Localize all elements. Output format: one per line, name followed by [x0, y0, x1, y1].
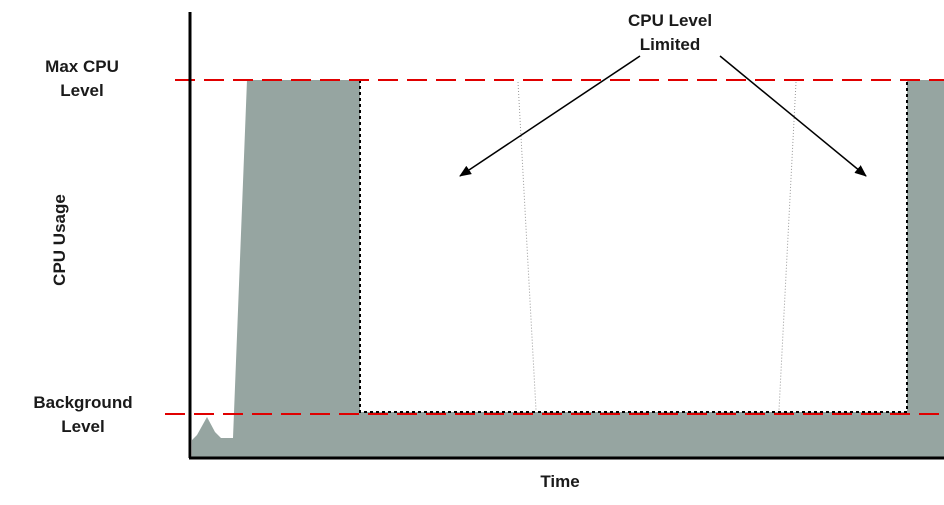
cpu-level-limited-label-line2: Limited — [639, 35, 701, 54]
limited-arrow-right — [719, 55, 867, 177]
background-level-label: Background Level — [8, 391, 158, 439]
guide-line-left — [517, 81, 537, 411]
cpu-level-limited-label: CPU Level Limited — [600, 9, 740, 57]
background-level-label-line1: Background — [33, 393, 133, 412]
limited-arrow-left — [459, 55, 641, 177]
limited-region-outline — [359, 80, 908, 413]
max-cpu-level-label: Max CPU Level — [22, 55, 142, 103]
max-cpu-level-label-line1: Max CPU — [45, 57, 119, 76]
y-axis-label-text: CPU Usage — [50, 194, 69, 286]
background-level-label-line2: Level — [61, 417, 105, 436]
cpu-level-limited-label-line1: CPU Level — [627, 11, 713, 30]
x-axis-label-text: Time — [540, 472, 580, 491]
y-axis-label: CPU Usage — [48, 160, 72, 320]
guide-line-right — [778, 81, 797, 411]
x-axis-label: Time — [520, 470, 600, 494]
cpu-usage-area — [192, 80, 944, 458]
max-cpu-level-label-line2: Level — [60, 81, 104, 100]
